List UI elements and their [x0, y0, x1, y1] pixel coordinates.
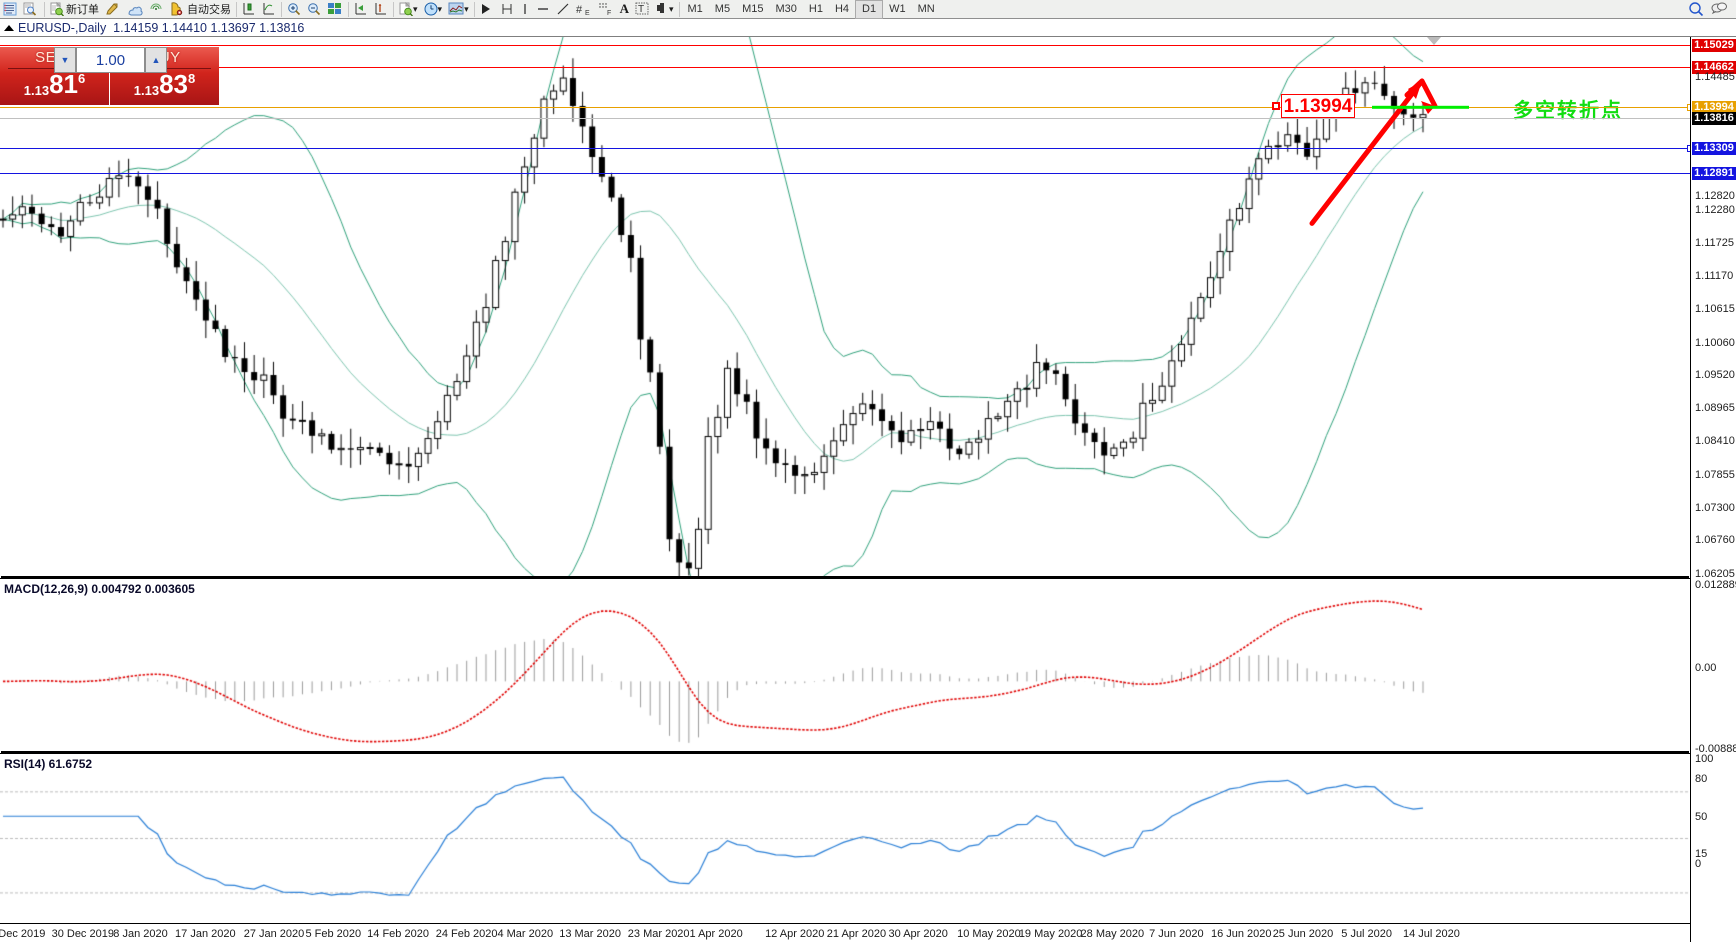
svg-text:T: T	[638, 4, 644, 15]
svg-text:#: #	[576, 4, 583, 16]
svg-text:E: E	[585, 10, 590, 16]
svg-text:F: F	[607, 10, 611, 16]
